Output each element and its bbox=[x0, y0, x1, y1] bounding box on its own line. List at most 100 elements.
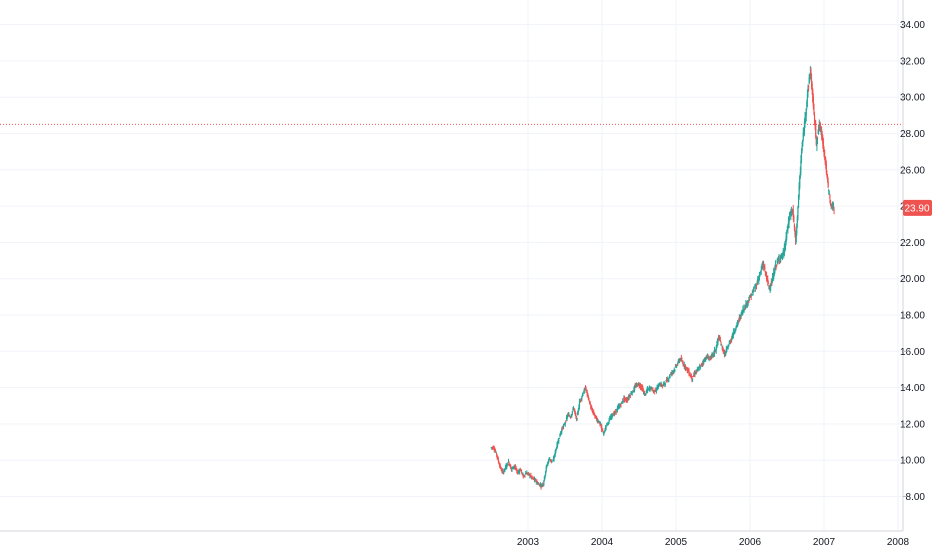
candle-body bbox=[607, 422, 609, 424]
candle-body bbox=[674, 369, 676, 371]
candle-body bbox=[502, 472, 504, 474]
candle-body bbox=[716, 341, 719, 343]
candle-body bbox=[795, 230, 797, 243]
candle-body bbox=[727, 347, 729, 350]
candle-body bbox=[654, 389, 656, 392]
candle-body bbox=[651, 390, 653, 392]
candle-body bbox=[702, 362, 704, 364]
candle-body bbox=[826, 176, 829, 181]
candle-body bbox=[571, 413, 573, 417]
candle-body bbox=[568, 414, 570, 417]
candle-body bbox=[822, 141, 825, 149]
candle-body bbox=[824, 156, 826, 163]
candle-body bbox=[827, 181, 829, 187]
candle-body bbox=[797, 195, 800, 208]
candle-body bbox=[655, 390, 657, 392]
candle-body bbox=[596, 420, 598, 422]
candle-body bbox=[751, 294, 753, 296]
candle-body bbox=[729, 341, 732, 343]
candle-body bbox=[750, 294, 752, 298]
candle-body bbox=[508, 462, 510, 465]
candle-body bbox=[760, 269, 762, 271]
candle-body bbox=[805, 108, 807, 116]
candle-body bbox=[688, 370, 690, 375]
candle-body bbox=[602, 430, 604, 432]
candle-body bbox=[581, 396, 583, 399]
candle-body bbox=[540, 484, 542, 486]
candle-body bbox=[697, 367, 700, 369]
candle-body bbox=[619, 405, 621, 408]
price-axis[interactable]: 8.00 10.00 12.00 14.00 16.00 18.00 20.00 22.00 2… bbox=[900, 20, 925, 503]
candle-body bbox=[496, 455, 498, 458]
candle-body bbox=[667, 379, 669, 381]
candle-body bbox=[775, 266, 777, 268]
candle-body bbox=[793, 224, 795, 228]
candle-body bbox=[713, 350, 716, 354]
candle-body bbox=[499, 464, 501, 468]
candle-body bbox=[520, 469, 523, 473]
candle-body bbox=[830, 204, 832, 206]
candle-body bbox=[812, 89, 814, 102]
candle-body bbox=[590, 406, 592, 409]
candle-body bbox=[603, 431, 605, 435]
candle-body bbox=[493, 447, 495, 449]
candle-body bbox=[693, 374, 695, 376]
candle-body bbox=[682, 362, 684, 366]
candle-body bbox=[813, 104, 815, 111]
candle-body bbox=[811, 83, 813, 90]
candle-body bbox=[829, 194, 831, 199]
candle-body bbox=[525, 473, 527, 475]
candle-body bbox=[787, 225, 789, 230]
candle-body bbox=[516, 470, 518, 472]
candle-body bbox=[737, 321, 739, 324]
candle-body bbox=[826, 173, 828, 176]
candle-body bbox=[792, 209, 794, 217]
candle-body bbox=[689, 373, 691, 376]
candle-body bbox=[803, 121, 806, 133]
candle-body bbox=[798, 185, 800, 198]
candle-body bbox=[506, 466, 508, 468]
candle-body bbox=[828, 193, 830, 195]
candle-body bbox=[808, 77, 810, 84]
candle-body bbox=[530, 475, 532, 477]
candle-body bbox=[797, 206, 799, 218]
candle-body bbox=[497, 457, 499, 459]
candle-body bbox=[810, 70, 812, 76]
candle-body bbox=[577, 411, 579, 416]
candle-body bbox=[612, 414, 614, 416]
candle-body bbox=[716, 344, 718, 349]
candle-body bbox=[593, 411, 595, 414]
candle-body bbox=[766, 276, 768, 279]
candle-body bbox=[588, 397, 590, 400]
candle-body bbox=[609, 418, 611, 420]
candle-body bbox=[567, 415, 569, 417]
candle-body bbox=[823, 150, 826, 156]
candle-body bbox=[761, 265, 764, 269]
candle-body bbox=[805, 114, 807, 120]
candle-body bbox=[764, 270, 766, 273]
candle-body bbox=[785, 235, 787, 243]
candle-body bbox=[700, 364, 703, 366]
candle-body bbox=[802, 139, 804, 147]
candle-body bbox=[557, 441, 559, 446]
candle-body bbox=[567, 413, 569, 415]
candle-body bbox=[556, 443, 558, 449]
candle-body bbox=[580, 399, 582, 401]
candle-series[interactable] bbox=[490, 66, 835, 490]
candle-body bbox=[510, 466, 512, 469]
candle-body bbox=[821, 134, 823, 136]
candle-body bbox=[575, 414, 577, 418]
candle-body bbox=[816, 141, 818, 146]
candle-body bbox=[637, 383, 639, 386]
last-price-marker: 23.90 bbox=[903, 199, 932, 216]
candle-body bbox=[758, 276, 760, 281]
candle-body bbox=[733, 332, 735, 335]
price-tick-label: 14.00 bbox=[900, 383, 925, 394]
candle-body bbox=[745, 304, 747, 308]
candle-body bbox=[573, 408, 575, 411]
candle-body bbox=[691, 378, 694, 380]
candle-body bbox=[504, 468, 506, 470]
time-axis[interactable]: 2003 2004 2005 2006 2007 2008 bbox=[517, 537, 910, 548]
candle-body bbox=[507, 464, 509, 466]
